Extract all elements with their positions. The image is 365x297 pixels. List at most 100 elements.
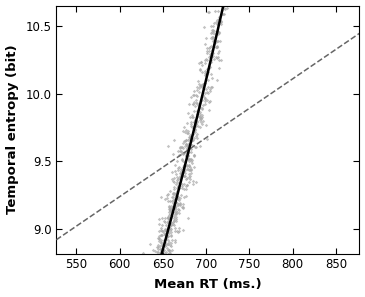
Point <box>154 245 160 249</box>
Point <box>197 104 203 109</box>
Point <box>211 56 217 61</box>
Point <box>167 208 173 213</box>
Point <box>184 146 190 151</box>
Point <box>195 85 200 89</box>
Point <box>190 102 196 107</box>
Point <box>214 18 220 22</box>
Point <box>215 31 221 36</box>
Point <box>165 216 171 221</box>
Point <box>150 287 156 292</box>
Point <box>177 195 183 200</box>
Point <box>186 168 192 172</box>
Point <box>157 290 163 295</box>
Point <box>161 268 166 273</box>
Point <box>157 265 163 270</box>
Point <box>153 288 159 293</box>
Point <box>205 100 211 105</box>
Point <box>197 109 203 114</box>
Point <box>179 182 185 187</box>
Point <box>158 237 164 242</box>
Point <box>175 203 181 207</box>
Point <box>203 72 209 77</box>
Point <box>189 138 195 143</box>
Point <box>152 249 158 254</box>
Point <box>167 257 173 262</box>
Point <box>141 291 146 296</box>
Point <box>191 92 197 97</box>
Point <box>169 176 175 181</box>
Point <box>197 115 203 119</box>
Point <box>205 66 211 71</box>
Point <box>208 72 214 77</box>
Point <box>176 229 181 234</box>
Point <box>177 173 182 178</box>
Point <box>191 153 197 158</box>
Point <box>176 186 182 191</box>
Point <box>161 219 167 224</box>
Point <box>204 50 210 55</box>
Point <box>180 145 185 150</box>
Point <box>210 54 216 59</box>
Point <box>216 48 222 53</box>
Point <box>191 89 197 93</box>
Point <box>191 124 197 129</box>
Point <box>214 78 220 83</box>
Point <box>162 276 168 280</box>
Point <box>209 30 215 34</box>
Point <box>208 55 214 60</box>
Point <box>208 58 214 63</box>
Point <box>184 121 190 126</box>
Point <box>181 169 187 174</box>
Point <box>150 271 156 276</box>
Point <box>187 101 192 106</box>
Point <box>150 265 156 270</box>
Point <box>153 288 159 293</box>
Point <box>202 91 208 95</box>
Point <box>174 229 180 234</box>
Point <box>207 99 213 104</box>
Point <box>214 22 220 27</box>
Point <box>199 115 205 119</box>
Point <box>154 279 160 284</box>
Point <box>195 124 201 129</box>
Point <box>215 39 221 43</box>
Point <box>176 183 181 188</box>
Point <box>204 71 210 76</box>
Point <box>166 248 172 252</box>
Point <box>165 191 171 196</box>
Point <box>173 192 179 196</box>
Point <box>167 248 173 253</box>
Point <box>189 161 195 166</box>
Point <box>172 196 178 201</box>
Point <box>206 45 212 50</box>
Point <box>161 273 167 277</box>
Point <box>197 68 203 72</box>
Point <box>162 228 168 232</box>
Point <box>208 31 214 35</box>
Point <box>179 173 185 178</box>
Point <box>169 195 175 200</box>
Point <box>184 149 189 154</box>
Point <box>203 36 208 41</box>
Point <box>183 154 189 159</box>
Point <box>211 51 216 56</box>
Point <box>197 144 203 148</box>
Point <box>218 21 224 26</box>
Point <box>184 183 190 187</box>
Point <box>192 128 198 133</box>
Point <box>182 170 188 175</box>
Point <box>169 221 175 226</box>
Point <box>184 167 189 171</box>
Point <box>177 202 182 207</box>
Point <box>168 233 174 238</box>
Point <box>173 211 179 216</box>
Point <box>180 146 186 151</box>
Point <box>197 84 203 89</box>
Point <box>161 243 166 248</box>
Point <box>159 259 165 264</box>
Point <box>188 157 194 161</box>
Point <box>159 259 165 264</box>
Point <box>140 250 146 255</box>
Point <box>179 171 185 176</box>
Point <box>161 254 166 258</box>
